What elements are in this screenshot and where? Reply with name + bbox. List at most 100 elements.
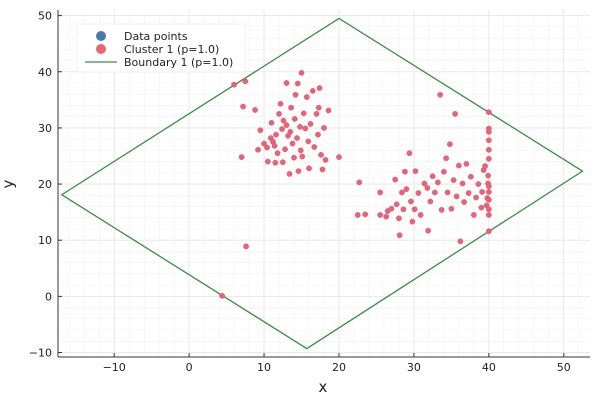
data-point bbox=[299, 153, 306, 160]
points-layer bbox=[219, 70, 492, 299]
data-point bbox=[485, 189, 492, 195]
data-point bbox=[319, 166, 326, 173]
y-axis-label: y bbox=[0, 179, 17, 188]
data-point bbox=[478, 204, 485, 211]
data-point bbox=[282, 146, 288, 153]
data-point bbox=[479, 189, 485, 195]
data-point bbox=[427, 198, 434, 205]
data-point bbox=[322, 157, 329, 163]
data-point bbox=[485, 183, 492, 190]
data-point bbox=[289, 140, 296, 147]
data-point bbox=[291, 116, 298, 122]
data-point bbox=[463, 160, 470, 167]
data-point bbox=[400, 206, 407, 213]
data-point bbox=[432, 189, 438, 196]
data-point bbox=[297, 123, 303, 130]
data-point bbox=[318, 152, 324, 158]
data-point bbox=[447, 141, 453, 148]
data-point bbox=[242, 78, 249, 85]
data-point bbox=[300, 110, 307, 117]
data-point bbox=[377, 189, 384, 196]
data-point bbox=[408, 198, 414, 205]
data-point bbox=[465, 190, 472, 196]
legend-marker bbox=[96, 31, 106, 41]
data-point bbox=[456, 162, 462, 169]
data-point bbox=[362, 211, 369, 218]
data-point bbox=[279, 159, 286, 166]
legend-marker bbox=[96, 44, 106, 54]
data-point bbox=[393, 201, 400, 208]
data-point bbox=[271, 143, 278, 149]
data-point bbox=[485, 172, 491, 179]
data-point bbox=[435, 179, 441, 186]
data-point bbox=[399, 189, 405, 196]
data-point bbox=[485, 125, 492, 132]
data-point bbox=[321, 125, 327, 131]
data-point bbox=[286, 171, 293, 177]
data-point bbox=[238, 154, 245, 160]
data-point bbox=[257, 127, 264, 134]
data-point bbox=[279, 126, 285, 132]
data-point bbox=[240, 103, 246, 110]
data-point bbox=[311, 144, 318, 150]
data-point bbox=[243, 243, 249, 250]
data-point bbox=[459, 180, 466, 187]
data-point bbox=[288, 104, 294, 111]
data-point bbox=[485, 212, 492, 218]
data-point bbox=[392, 176, 399, 183]
data-point bbox=[406, 150, 413, 157]
data-point bbox=[450, 177, 457, 183]
data-point bbox=[421, 180, 428, 187]
data-point bbox=[409, 218, 416, 225]
data-point bbox=[485, 109, 492, 116]
data-point bbox=[415, 190, 422, 196]
data-point bbox=[277, 100, 284, 107]
data-point bbox=[307, 121, 314, 127]
data-point bbox=[283, 80, 290, 86]
data-point bbox=[377, 212, 384, 218]
data-point bbox=[297, 147, 304, 154]
data-point bbox=[417, 212, 424, 218]
data-point bbox=[471, 212, 477, 218]
data-point bbox=[261, 140, 267, 147]
data-point bbox=[306, 165, 312, 172]
data-point bbox=[437, 91, 443, 98]
y-tick-label: 50 bbox=[38, 10, 52, 23]
x-tick-label: 30 bbox=[407, 361, 421, 374]
y-tick-label: 40 bbox=[38, 66, 52, 79]
data-point bbox=[316, 85, 323, 91]
data-point bbox=[396, 215, 402, 222]
data-point bbox=[273, 131, 279, 138]
data-point bbox=[336, 154, 342, 160]
boundary-layer bbox=[60, 17, 584, 350]
data-point bbox=[268, 120, 275, 126]
x-axis-label: x bbox=[319, 378, 328, 396]
x-tick-label: 50 bbox=[557, 361, 571, 374]
data-point bbox=[482, 163, 488, 169]
data-point bbox=[453, 193, 460, 200]
data-point bbox=[485, 228, 492, 235]
x-tick-label: −10 bbox=[103, 361, 126, 374]
data-point bbox=[444, 189, 451, 196]
y-tick-label: 20 bbox=[38, 178, 52, 191]
data-point bbox=[425, 227, 432, 234]
data-point bbox=[280, 117, 287, 124]
data-point bbox=[255, 146, 261, 153]
data-point bbox=[457, 238, 464, 245]
data-point bbox=[402, 168, 408, 175]
data-point bbox=[283, 122, 290, 128]
data-point bbox=[354, 212, 361, 218]
data-point bbox=[303, 94, 310, 100]
data-point bbox=[412, 168, 419, 174]
data-point bbox=[475, 181, 482, 187]
data-point bbox=[315, 131, 321, 138]
data-point bbox=[287, 128, 294, 135]
tick-labels: −10 0 10 20 30 40 50 −10 0 10 20 30 40 50 bbox=[29, 10, 571, 374]
data-point bbox=[231, 81, 237, 88]
data-point bbox=[292, 91, 299, 98]
data-point bbox=[274, 150, 281, 157]
data-point bbox=[356, 179, 363, 186]
data-point bbox=[294, 135, 300, 141]
